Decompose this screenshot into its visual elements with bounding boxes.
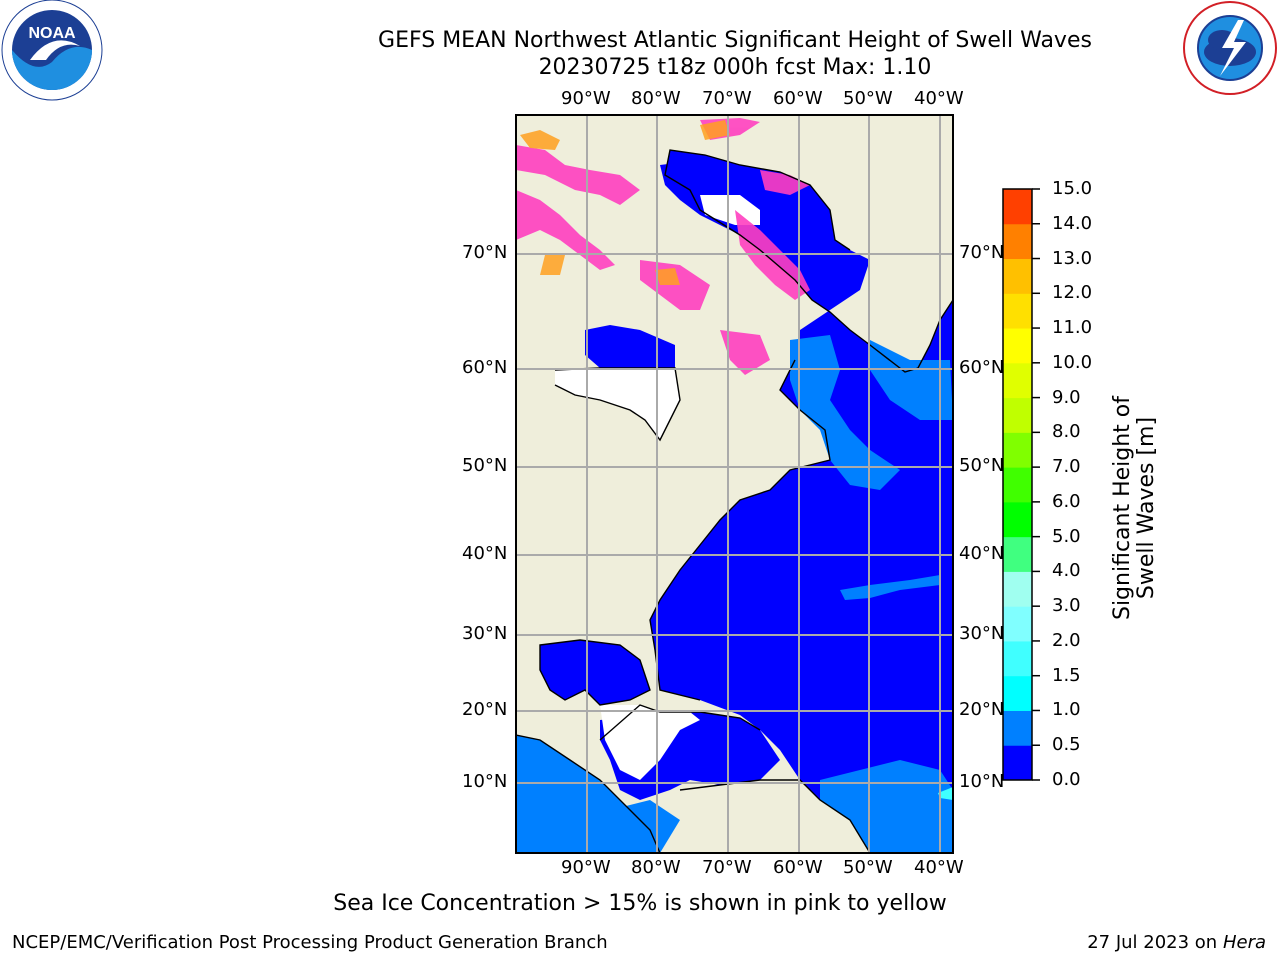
colorbar-tick-label: 3.0 (1052, 595, 1081, 617)
lon-label-bottom: 40°W (914, 857, 964, 878)
colorbar-band (1003, 745, 1032, 781)
colorbar-title: Significant Height of Swell Waves [m] (1110, 395, 1159, 621)
colorbar-tick-label: 7.0 (1052, 456, 1081, 478)
colorbar-band (1003, 501, 1032, 538)
colorbar-band (1003, 397, 1032, 433)
colorbar-band (1003, 223, 1032, 260)
colorbar-tick-label: 2.0 (1052, 629, 1081, 651)
colorbar-tick-label: 13.0 (1052, 247, 1093, 269)
swell-patch-labrador (790, 335, 900, 490)
colorbar-band (1003, 536, 1032, 572)
colorbar-tick-label: 0.0 (1052, 769, 1081, 790)
gridlines (516, 115, 953, 853)
colorbar-tick-label: 0.5 (1052, 734, 1081, 756)
colorbar-tick-label: 14.0 (1052, 212, 1093, 234)
lon-label-bottom: 60°W (773, 857, 823, 878)
colorbar-tick-label: 4.0 (1052, 560, 1081, 582)
colorbar-tick-label: 6.0 (1052, 490, 1081, 512)
lon-label-top: 50°W (843, 88, 893, 109)
colorbar-band (1003, 328, 1032, 364)
map-title: GEFS MEAN Northwest Atlantic Significant… (378, 28, 1092, 53)
lat-label-left: 30°N (462, 623, 508, 644)
lat-label-right: 30°N (959, 623, 1005, 644)
colorbar-band (1003, 710, 1032, 746)
no-data-baffin (700, 195, 760, 225)
ocean-gulf (540, 640, 650, 705)
colorbar-band (1003, 571, 1032, 607)
ocean-atlantic (650, 150, 953, 853)
lon-label-top: 40°W (914, 88, 964, 109)
lat-label-left: 40°N (462, 543, 508, 564)
sea-ice-note: Sea Ice Concentration > 15% is shown in … (333, 891, 947, 916)
colorbar-tick-label: 1.5 (1052, 664, 1081, 686)
lat-label-right: 70°N (959, 242, 1005, 263)
lat-label-left: 20°N (462, 699, 508, 720)
lon-label-top: 90°W (561, 88, 611, 109)
colorbar-tick-label: 1.0 (1052, 699, 1081, 721)
colorbar-tick-label: 12.0 (1052, 282, 1093, 304)
footer-host: Hera (1222, 932, 1266, 953)
swell-patch-greenland (870, 340, 953, 420)
colorbar-tick-label: 9.0 (1052, 386, 1081, 408)
map-subtitle: 20230725 t18z 000h fcst Max: 1.10 (538, 55, 932, 80)
lat-label-left: 70°N (462, 242, 508, 263)
swell-patch-mid (840, 575, 940, 600)
footer-branch: NCEP/EMC/Verification Post Processing Pr… (12, 932, 608, 953)
lon-label-bottom: 90°W (561, 857, 611, 878)
ocean-hudson (585, 325, 675, 368)
no-data-caribbean (600, 705, 700, 780)
colorbar-band (1003, 362, 1032, 399)
lat-label-left: 50°N (462, 455, 508, 476)
footer-date-text: 27 Jul 2023 on (1087, 932, 1218, 953)
lat-label-right: 50°N (959, 455, 1005, 476)
colorbar-band (1003, 293, 1032, 329)
lon-label-bottom: 80°W (631, 857, 681, 878)
sea-ice-high (520, 120, 730, 285)
map-frame (515, 114, 954, 854)
colorbar-band (1003, 467, 1032, 503)
colorbar-tick-label: 10.0 (1052, 351, 1093, 373)
colorbar-frame (1002, 188, 1033, 781)
colorbar-band (1003, 189, 1032, 225)
lat-label-right: 10°N (959, 771, 1005, 792)
lat-label-left: 60°N (462, 357, 508, 378)
lat-label-right: 60°N (959, 357, 1005, 378)
nws-logo (1183, 1, 1277, 95)
colorbar-tick-label: 8.0 (1052, 421, 1081, 443)
lat-label-left: 10°N (462, 771, 508, 792)
colorbar-tick-label: 11.0 (1052, 317, 1093, 339)
noaa-logo-text: NOAA (28, 25, 76, 42)
lon-label-bottom: 50°W (843, 857, 893, 878)
lon-label-top: 70°W (702, 88, 752, 109)
colorbar (1003, 188, 1040, 781)
lon-label-top: 80°W (631, 88, 681, 109)
colorbar-band (1003, 675, 1032, 711)
colorbar-band (1003, 606, 1032, 642)
lat-label-right: 40°N (959, 543, 1005, 564)
lon-label-bottom: 70°W (702, 857, 752, 878)
noaa-logo: NOAA (1, 0, 103, 101)
colorbar-tick-label: 5.0 (1052, 525, 1081, 547)
footer-date: 27 Jul 2023 on Hera (1087, 932, 1266, 953)
lon-label-top: 60°W (773, 88, 823, 109)
colorbar-band (1003, 258, 1032, 294)
lat-label-right: 20°N (959, 699, 1005, 720)
colorbar-band (1003, 432, 1032, 468)
colorbar-band (1003, 640, 1032, 677)
colorbar-tick-label: 15.0 (1052, 178, 1093, 199)
